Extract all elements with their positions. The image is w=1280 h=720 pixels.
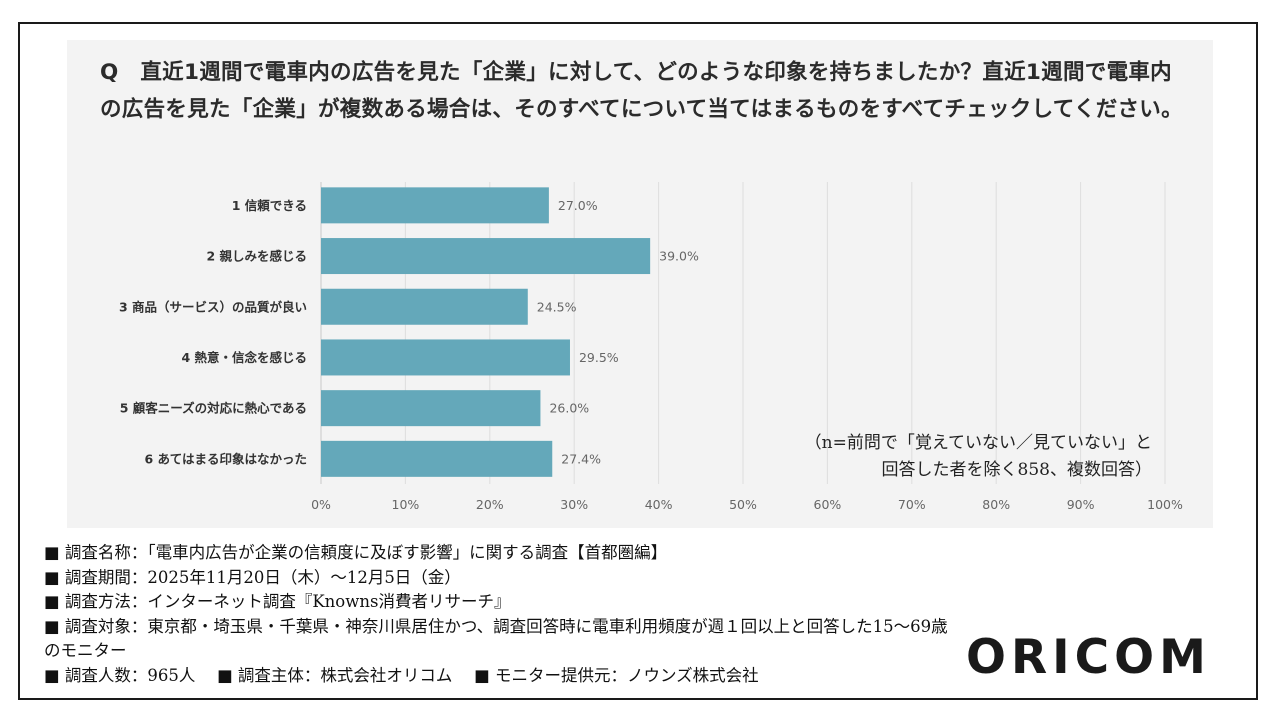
category-label: 1 信頼できる <box>232 198 307 213</box>
x-tick-label: 40% <box>645 497 673 512</box>
survey-count: ■ 調査人数：965人 <box>44 665 196 685</box>
category-label: 6 あてはまる印象はなかった <box>144 451 307 466</box>
x-tick-label: 30% <box>560 497 588 512</box>
survey-info: ■ 調査名称：「電車内広告が企業の信頼度に及ぼす影響」に関する調査【首都圏編】 … <box>44 541 954 688</box>
value-label: 24.5% <box>537 299 577 314</box>
sample-note: （n=前問で「覚えていない／見ていない」と 回答した者を除く858、複数回答） <box>805 430 1152 484</box>
x-tick-label: 0% <box>311 497 331 512</box>
survey-period: ■ 調査期間：2025年11月20日（木）～12月5日（金） <box>44 567 461 587</box>
bar-3 <box>321 288 528 325</box>
x-tick-label: 90% <box>1067 497 1095 512</box>
value-label: 29.5% <box>579 350 619 365</box>
bar-2 <box>321 238 651 275</box>
category-label: 4 熱意・信念を感じる <box>181 350 307 365</box>
bar-1 <box>321 187 549 224</box>
category-label: 2 親しみを感じる <box>206 249 307 264</box>
survey-sponsor: ■ 調査主体：株式会社オリコム <box>217 665 453 685</box>
bar-5 <box>321 390 541 427</box>
chart-panel <box>67 40 1213 528</box>
value-label: 39.0% <box>659 249 699 264</box>
question-text: Q 直近1週間で電車内の広告を見た「企業」に対して、どのような印象を持ちましたか… <box>100 60 1183 122</box>
survey-meta-row: ■ 調査人数：965人 ■ 調査主体：株式会社オリコム ■ モニター提供元：ノウ… <box>44 664 954 689</box>
x-tick-label: 60% <box>814 497 842 512</box>
bar-4 <box>321 339 570 376</box>
value-label: 27.4% <box>561 451 601 466</box>
sample-note-line1: （n=前問で「覚えていない／見ていない」と <box>804 433 1152 453</box>
survey-provider: ■ モニター提供元：ノウンズ株式会社 <box>474 665 759 685</box>
category-label: 3 商品（サービス）の品質が良い <box>119 299 307 314</box>
category-label: 5 顧客ニーズの対応に熱心である <box>120 401 307 416</box>
x-tick-label: 20% <box>476 497 504 512</box>
x-tick-label: 80% <box>982 497 1010 512</box>
value-label: 26.0% <box>549 401 589 416</box>
x-tick-label: 10% <box>392 497 420 512</box>
x-tick-label: 50% <box>729 497 757 512</box>
oricom-logo: ORICOM <box>966 630 1211 685</box>
x-tick-label: 70% <box>898 497 926 512</box>
bar-6 <box>321 440 553 477</box>
survey-name: ■ 調査名称：「電車内広告が企業の信頼度に及ぼす影響」に関する調査【首都圏編】 <box>44 543 668 562</box>
sample-note-line2: 回答した者を除く858、複数回答） <box>881 460 1152 480</box>
value-label: 27.0% <box>558 198 598 213</box>
survey-method: ■ 調査方法：インターネット調査『Knowns消費者リサーチ』 <box>44 592 511 611</box>
x-tick-label: 100% <box>1147 497 1183 512</box>
survey-target: ■ 調査対象：東京都・埼玉県・千葉県・神奈川県居住かつ、調査回答時に電車利用頻度… <box>44 616 948 661</box>
